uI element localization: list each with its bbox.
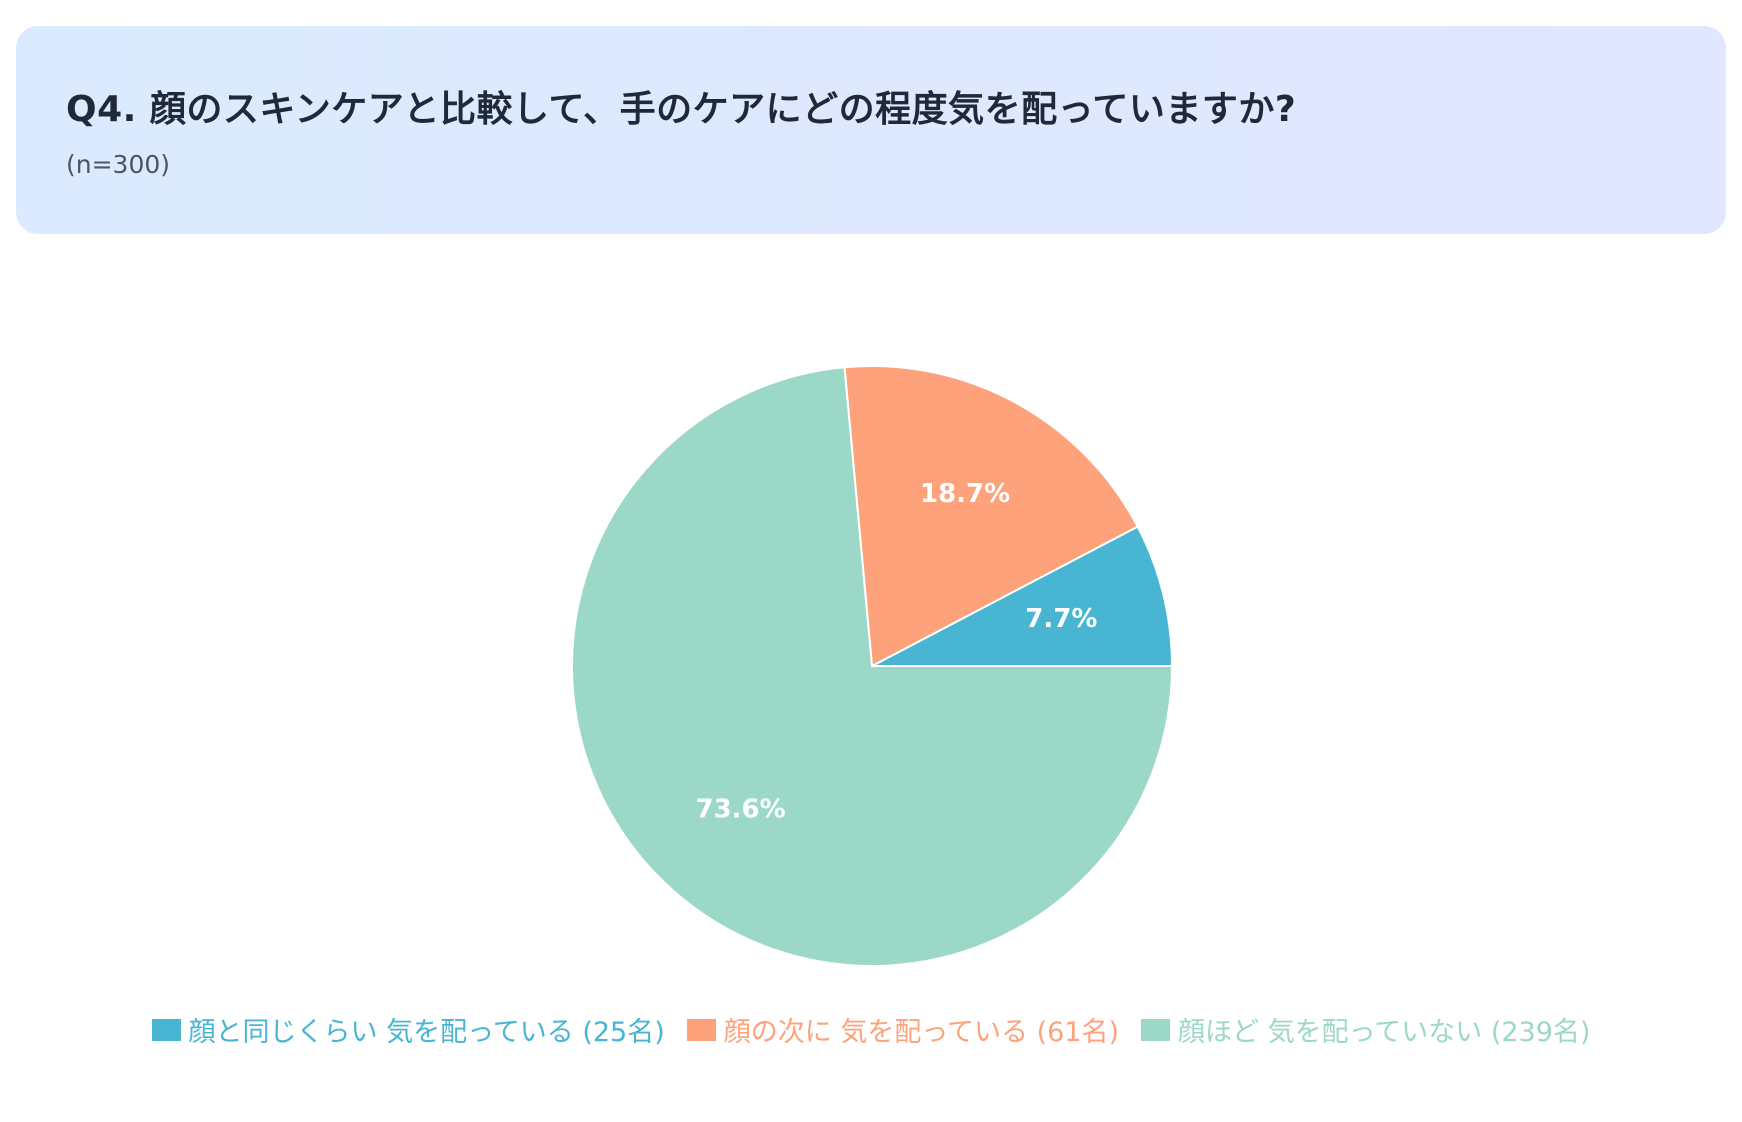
slice-less-than-face[interactable] [571,366,1174,967]
legend-swatch [686,1018,716,1041]
legend-label: 顔の次に 気を配っている (61名) [723,1017,1120,1048]
slice-percent-label: 18.7% [920,479,1010,509]
slice-percent-label: 73.6% [695,795,785,825]
question-title: Q4. 顔のスキンケアと比較して、手のケアにどの程度気を配っていますか? [66,89,1297,130]
legend-label: 顔ほど 気を配っていない (239名) [1178,1017,1591,1048]
legend-swatch [1141,1018,1171,1041]
question-header: Q4. 顔のスキンケアと比較して、手のケアにどの程度気を配っていますか? (n=… [16,26,1726,234]
slice-after-face[interactable] [843,365,1139,668]
legend-swatch [151,1018,181,1041]
legend-item-less-than-face[interactable]: 顔ほど 気を配っていない (239名) [1141,1010,1590,1049]
slice-percent-label: 7.7% [1025,604,1097,634]
sample-size: (n=300) [66,150,171,179]
legend-item-same-as-face[interactable]: 顔と同じくらい 気を配っている (25名) [151,1010,665,1049]
legend-item-after-face[interactable]: 顔の次に 気を配っている (61名) [686,1010,1120,1049]
legend-label: 顔と同じくらい 気を配っている (25名) [188,1017,665,1048]
slice-same-as-face[interactable] [871,525,1174,667]
pie-labels: 7.7% 18.7% 73.6% [695,479,1097,824]
pie-slices [571,365,1174,967]
pie-chart: 7.7% 18.7% 73.6% [571,365,1174,967]
chart-legend: 顔と同じくらい 気を配っている (25名) 顔の次に 気を配っている (61名)… [0,1010,1742,1049]
